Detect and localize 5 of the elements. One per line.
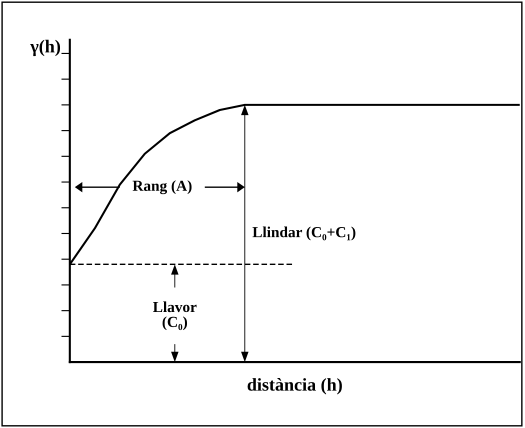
x-axis-title: distància (h) — [248, 378, 342, 394]
annotation: Rang (A) — [132, 180, 192, 194]
annotation: Llavor (C₀) — [153, 301, 197, 330]
annotation: Llindar (C₀+C₁) — [252, 226, 356, 240]
y-axis-title: γ(h) — [30, 40, 60, 56]
